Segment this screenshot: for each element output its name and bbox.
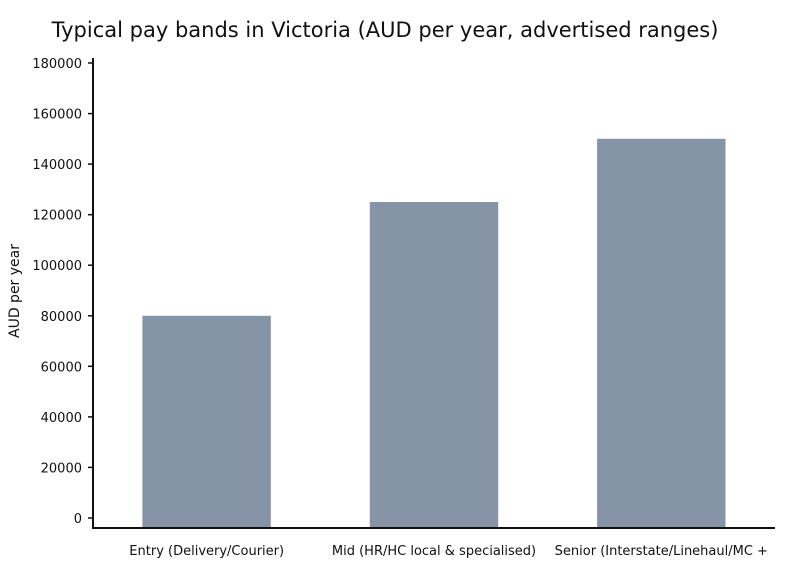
chart-title: Typical pay bands in Victoria (AUD per y… xyxy=(51,18,719,42)
x-tick-label-1: Mid (HR/HC local & specialised) xyxy=(332,544,536,559)
bar-2 xyxy=(597,138,726,528)
y-tick-label-2: 40000 xyxy=(41,411,82,426)
bar-0 xyxy=(142,315,271,527)
y-axis-label: AUD per year xyxy=(7,244,23,338)
y-tick-label-8: 160000 xyxy=(32,108,82,123)
y-tick-label-0: 0 xyxy=(74,512,82,527)
bar-1 xyxy=(369,202,499,527)
x-tick-label-0: Entry (Delivery/Courier) xyxy=(129,544,284,559)
y-tick-label-4: 80000 xyxy=(41,310,82,325)
y-tick-label-3: 60000 xyxy=(41,360,82,375)
x-axis-labels: Entry (Delivery/Courier) Mid (HR/HC local… xyxy=(129,544,768,559)
y-tick-label-7: 140000 xyxy=(32,158,82,173)
y-tick-label-6: 120000 xyxy=(32,209,82,224)
y-tick-label-5: 100000 xyxy=(32,259,82,274)
x-tick-label-2: Senior (Interstate/Linehaul/MC + xyxy=(555,544,768,559)
y-axis-ticks: 0 20000 40000 60000 80000 100000 120000 140000 1… xyxy=(32,57,93,527)
bars-group xyxy=(142,138,726,528)
y-tick-label-1: 20000 xyxy=(41,461,82,476)
y-tick-label-9: 180000 xyxy=(32,57,82,72)
